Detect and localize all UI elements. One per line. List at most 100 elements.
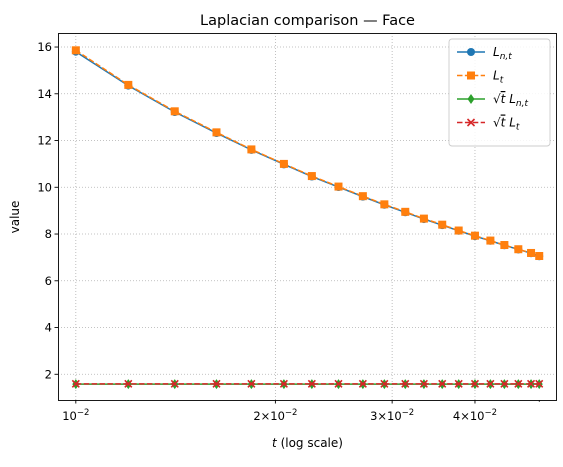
x-tick-label-mantissa: 4× <box>453 409 470 423</box>
series-2-point <box>247 145 256 154</box>
series-2-point <box>486 236 495 245</box>
series-2-point <box>527 248 536 257</box>
legend-label-sqrt-arg: t <box>501 116 507 130</box>
x-tick-label-base: 10 <box>387 409 402 423</box>
legend-label-subscript: t <box>500 76 504 86</box>
series-2-point <box>419 214 428 223</box>
series-4-point <box>358 379 367 388</box>
series-2 <box>71 46 544 261</box>
x-tick-label-base: 10 <box>62 409 77 423</box>
x-tick-label: 10−2 <box>62 408 89 423</box>
x-tick-label-mantissa: 3× <box>370 409 387 423</box>
series-4-point <box>535 379 544 388</box>
x-tick-label-base: 10 <box>270 409 285 423</box>
series-4-point <box>71 379 80 388</box>
series-4-point <box>212 379 221 388</box>
y-tick-label: 4 <box>45 321 52 335</box>
legend-label-sqrt-arg: t <box>501 92 507 106</box>
y-tick-label: 14 <box>37 87 52 101</box>
x-tick-label-base: 10 <box>470 409 485 423</box>
legend-label: Lt <box>493 69 504 86</box>
series-2-point <box>401 207 410 216</box>
series-4-point <box>307 379 316 388</box>
series-2-point <box>438 220 447 229</box>
legend-marker <box>467 71 475 80</box>
y-tick-label: 16 <box>37 40 52 54</box>
legend-label-subscript: n,t <box>516 99 529 109</box>
series-2-point <box>500 241 509 250</box>
legend-label-subscript: n,t <box>500 52 513 62</box>
chart-title: Laplacian comparison — Face <box>200 13 415 29</box>
y-tick-label: 10 <box>37 180 52 194</box>
series-2-point <box>514 245 523 254</box>
legend-label: √t Ln,t <box>493 92 528 109</box>
plot-series <box>71 46 544 390</box>
y-tick-label: 12 <box>37 134 52 148</box>
x-axis-label-suffix: (log scale) <box>277 436 343 450</box>
series-4-point <box>279 379 288 388</box>
series-4-point <box>438 379 447 388</box>
legend-label-main: L <box>509 116 516 130</box>
legend: Ln,tLt√t Ln,t√t Lt <box>448 38 551 147</box>
y-axis-label: value <box>8 201 22 234</box>
series-2-point <box>454 226 463 235</box>
series-4 <box>71 379 544 388</box>
series-2-point <box>124 80 133 89</box>
series-4-point <box>380 379 389 388</box>
legend-label-sqrt: √ <box>493 116 501 130</box>
series-4-point <box>247 379 256 388</box>
series-2-point <box>358 192 367 201</box>
x-tick-label-exponent: −2 <box>77 408 90 418</box>
x-tick-label-mantissa: 2× <box>253 409 270 423</box>
series-4-point <box>514 379 523 388</box>
y-tick-label: 8 <box>45 227 52 241</box>
series-2-point <box>279 159 288 168</box>
series-2-point <box>535 252 544 261</box>
x-tick-label-exponent: −2 <box>402 408 415 418</box>
x-axis-label: t (log scale) <box>272 436 343 450</box>
series-2-point <box>470 231 479 240</box>
series-4-point <box>500 379 509 388</box>
series-2-point <box>380 200 389 209</box>
x-tick-label: 2×10−2 <box>253 408 297 423</box>
y-tick-label: 6 <box>45 274 52 288</box>
legend-label-subscript: t <box>516 123 520 133</box>
x-tick-label: 3×10−2 <box>370 408 414 423</box>
legend-label-main: L <box>509 92 516 106</box>
x-axis-label-variable: t <box>272 436 278 450</box>
legend-label: √t Lt <box>493 116 520 133</box>
series-4-point <box>401 379 410 388</box>
series-2-point <box>307 172 316 181</box>
series-2-point <box>334 182 343 191</box>
series-4-point <box>470 379 480 388</box>
plot-frame <box>58 33 557 401</box>
legend-label-main: L <box>493 45 500 59</box>
x-tick-label-exponent: −2 <box>485 408 498 418</box>
legend-entry: Ln,t <box>457 45 512 62</box>
legend-label: Ln,t <box>493 45 512 62</box>
legend-label-main: L <box>493 69 500 83</box>
legend-marker <box>467 94 475 104</box>
x-tick-label: 4×10−2 <box>453 408 497 423</box>
legend-label-sqrt: √ <box>493 92 501 106</box>
legend-entry: Lt <box>457 69 504 86</box>
legend-marker <box>466 118 476 127</box>
series-4-point <box>526 379 536 388</box>
series-2-point <box>212 128 221 137</box>
legend-entry: √t Lt <box>457 116 520 133</box>
series-4-point <box>419 379 428 388</box>
series-4-point <box>334 379 343 388</box>
legend-marker <box>467 48 475 56</box>
grid <box>58 33 556 400</box>
series-2-point <box>170 107 179 116</box>
series-4-point <box>454 379 463 388</box>
series-2-point <box>71 46 80 55</box>
legend-entry: √t Ln,t <box>457 92 528 109</box>
series-4-point <box>124 379 133 388</box>
x-tick-label-exponent: −2 <box>285 408 298 418</box>
series-4-point <box>486 379 495 388</box>
y-tick-label: 2 <box>45 367 52 381</box>
